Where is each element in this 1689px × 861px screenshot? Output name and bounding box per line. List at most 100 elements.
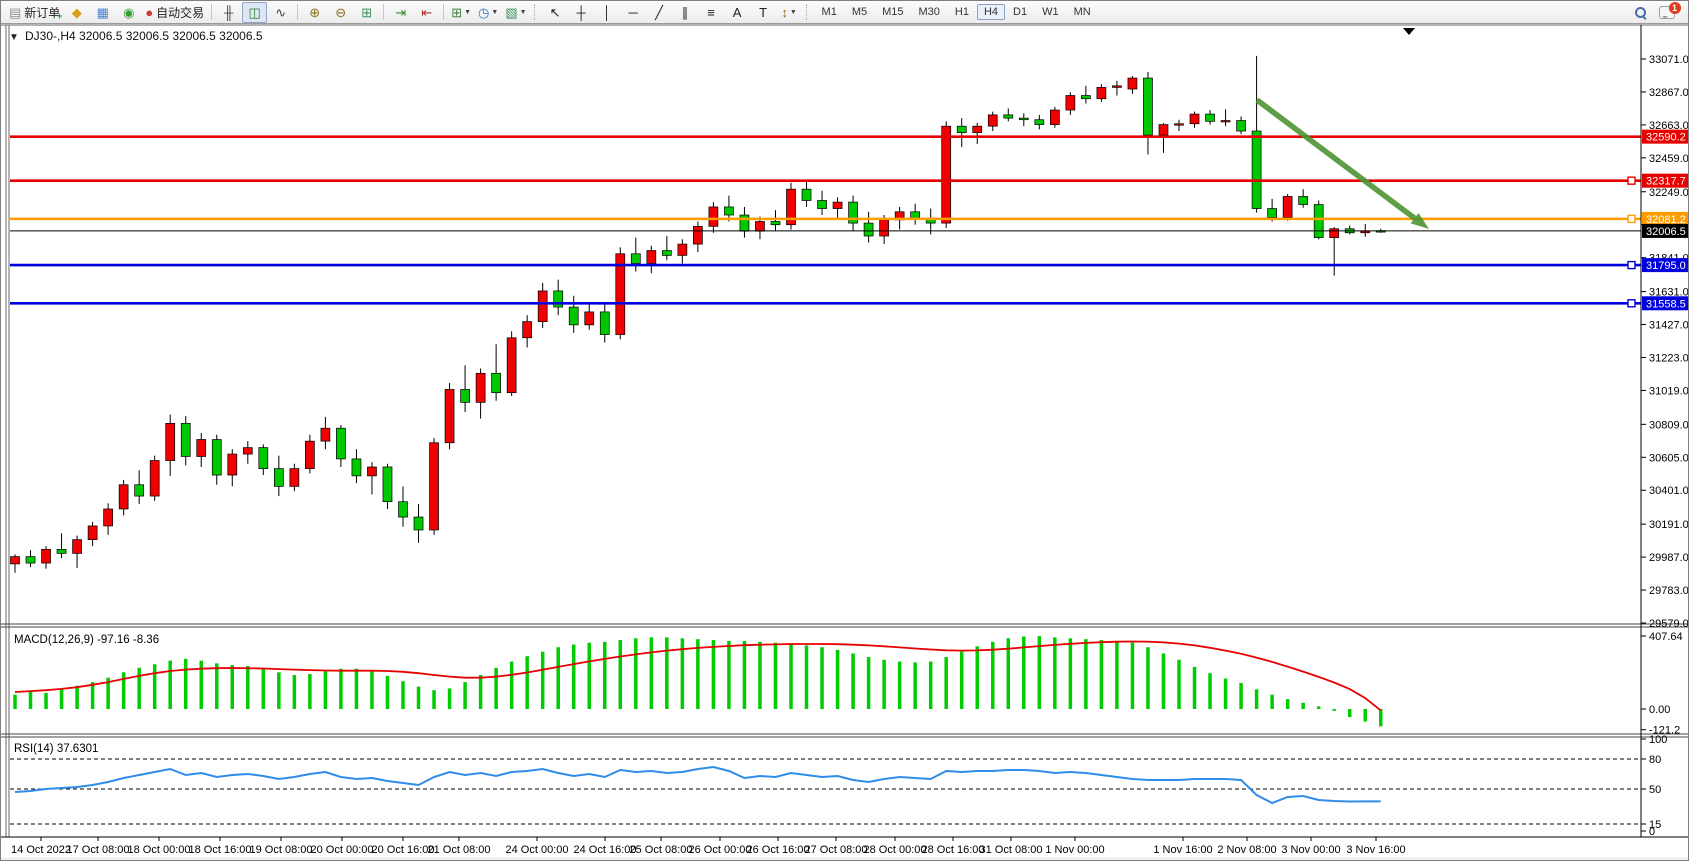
bar-chart-button[interactable]: ╫ xyxy=(216,2,241,23)
time-tick-label: 17 Oct 08:00 xyxy=(67,844,130,856)
support-line-2[interactable] xyxy=(10,299,1641,308)
macd-histogram-bar xyxy=(106,677,110,709)
macd-histogram-bar xyxy=(711,640,716,709)
candlestick-icon: ◫ xyxy=(248,4,261,20)
channel-button[interactable]: ∥ xyxy=(673,2,698,23)
timeframe-d1[interactable]: D1 xyxy=(1013,6,1028,18)
macd-histogram-bar xyxy=(928,661,933,709)
candle-body xyxy=(1174,123,1184,126)
text-label-button[interactable]: T xyxy=(751,2,776,23)
macd-histogram-bar xyxy=(277,672,281,709)
notifications-button[interactable]: 1 xyxy=(1654,1,1681,23)
chart-canvas[interactable]: ▼ DJ30-,H4 32006.5 32006.5 32006.5 32006.… xyxy=(1,24,1689,861)
zoom-in-button[interactable]: ⊕ xyxy=(302,2,327,23)
timeframe-h4[interactable]: H4 xyxy=(976,4,1006,20)
chart-shift-button[interactable]: ⇥ xyxy=(388,2,413,23)
new-order-button[interactable]: ▤ + 新订单 xyxy=(6,2,63,23)
support-line-2-handle[interactable] xyxy=(1627,299,1636,308)
macd-histogram-bar xyxy=(1208,673,1212,709)
macd-histogram-bar xyxy=(432,690,436,709)
time-tick-label: 21 Oct 08:00 xyxy=(428,844,491,856)
autotrading-button[interactable]: ● 自动交易 xyxy=(142,2,207,23)
timeframe-mn[interactable]: MN xyxy=(1073,6,1091,18)
crosshair-button[interactable]: ┼ xyxy=(569,2,594,23)
time-tick-label: 19 Oct 08:00 xyxy=(250,844,313,856)
price-tick-label: 31631.0 xyxy=(1649,287,1689,299)
signals-button[interactable]: ◉ xyxy=(116,2,141,23)
candle-body xyxy=(1282,196,1293,218)
search-button[interactable] xyxy=(1628,2,1653,23)
macd-histogram-bar xyxy=(975,646,979,709)
collapse-icon[interactable]: ▼ xyxy=(9,32,19,43)
timeframe-m5[interactable]: M5 xyxy=(851,6,868,18)
candle-body xyxy=(41,549,51,564)
price-tick-label: 29987.0 xyxy=(1649,552,1689,564)
timeframe-w1[interactable]: W1 xyxy=(1042,6,1059,18)
annotation-arrow[interactable] xyxy=(1255,97,1429,229)
chevron-down-icon: ▼ xyxy=(491,8,499,16)
arrow-shaft[interactable] xyxy=(1255,97,1417,221)
charts-window-button[interactable]: ▦ xyxy=(90,2,115,23)
candle-body xyxy=(630,253,641,264)
macd-histogram-bar xyxy=(866,657,871,709)
time-tick-label: 20 Oct 16:00 xyxy=(372,844,435,856)
horizontal-line-button[interactable]: ─ xyxy=(621,2,646,23)
timeframe-h1[interactable]: H1 xyxy=(954,6,969,18)
tile-windows-button[interactable]: ⊞ xyxy=(354,2,379,23)
candle-body xyxy=(615,253,626,335)
cursor-button[interactable]: ↖ xyxy=(543,2,568,23)
candle-body xyxy=(599,311,610,335)
timeframe-m15[interactable]: M15 xyxy=(882,6,904,18)
candle-body xyxy=(646,250,657,264)
macd-histogram-bar xyxy=(696,639,700,709)
zoom-out-button[interactable]: ⊖ xyxy=(328,2,353,23)
macd-histogram-bar xyxy=(59,689,64,709)
macd-histogram-bar xyxy=(603,641,607,709)
charts-window-icon: ▦ xyxy=(96,4,109,20)
fibonacci-button[interactable]: ≡ xyxy=(699,2,724,23)
toolbar-handle xyxy=(533,4,539,20)
fibonacci-icon: ≡ xyxy=(707,4,715,20)
text-button[interactable]: A xyxy=(725,2,750,23)
support-line-1-handle[interactable] xyxy=(1627,260,1636,270)
new-chart-button[interactable]: ⊞ ▼ xyxy=(448,2,474,23)
notification-badge: 1 xyxy=(1668,1,1681,14)
new-chart-icon: ⊞ xyxy=(451,4,463,20)
svg-text:32317.7: 32317.7 xyxy=(1646,176,1686,188)
time-tick-label: 26 Oct 00:00 xyxy=(689,844,752,856)
macd-histogram-bar xyxy=(509,661,514,709)
arrows-button[interactable]: ↕ ▼ xyxy=(777,2,802,23)
indicators-button[interactable]: ▧ ▼ xyxy=(502,2,529,23)
macd-histogram-bar xyxy=(1084,639,1088,709)
svg-text:32006.5: 32006.5 xyxy=(1646,226,1686,238)
pivot-line-orange[interactable] xyxy=(10,214,1641,224)
candlestick-button[interactable]: ◫ xyxy=(242,1,268,23)
time-tick-label: 1 Nov 00:00 xyxy=(1045,844,1104,856)
resistance-line-2-handle[interactable] xyxy=(1627,176,1636,185)
macd-histogram-bar xyxy=(323,671,328,709)
auto-scroll-button[interactable]: ⇤ xyxy=(414,2,439,23)
vertical-line-button[interactable]: │ xyxy=(595,2,620,23)
candle-body xyxy=(910,211,921,219)
chart-shift-marker-icon[interactable] xyxy=(1403,28,1415,35)
price-tick-label: 32459.0 xyxy=(1649,153,1689,165)
macd-histogram-bar xyxy=(370,671,374,709)
resistance-line-2[interactable] xyxy=(10,176,1641,185)
timeframe-m30[interactable]: M30 xyxy=(918,6,940,18)
line-chart-button[interactable]: ∿ xyxy=(268,2,293,23)
candle-body xyxy=(708,206,719,227)
search-icon xyxy=(1634,6,1647,20)
period-button[interactable]: ◷ ▼ xyxy=(475,2,501,23)
gold-button[interactable]: ◆ xyxy=(64,2,89,23)
timeframe-m1[interactable]: M1 xyxy=(821,6,837,18)
support-line-1[interactable] xyxy=(10,260,1641,270)
macd-histogram-bar xyxy=(1285,699,1290,709)
price-axis[interactable]: 33071.032867.032663.032459.032249.032045… xyxy=(1640,25,1689,838)
svg-text:31558.5: 31558.5 xyxy=(1646,298,1686,310)
macd-histogram-bar xyxy=(634,638,638,709)
candle-body xyxy=(1329,228,1340,238)
pivot-line-orange-handle[interactable] xyxy=(1627,214,1636,224)
macd-histogram-bar xyxy=(1022,636,1026,709)
trendline-button[interactable]: ╱ xyxy=(647,2,672,23)
